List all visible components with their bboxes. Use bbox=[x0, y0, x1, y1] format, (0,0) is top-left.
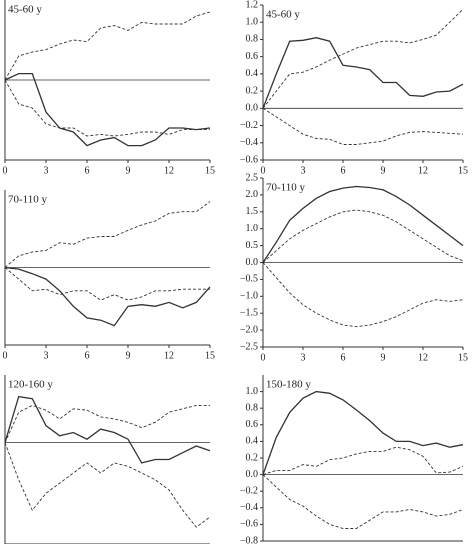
x-tick-label: 6 bbox=[85, 165, 90, 176]
series-line bbox=[262, 107, 464, 145]
x-tick-label: 12 bbox=[418, 165, 428, 176]
x-tick-label: 15 bbox=[458, 165, 468, 176]
series-line bbox=[4, 201, 211, 268]
y-tick-label: −0.2 bbox=[240, 485, 258, 496]
y-tick-label: −0.4 bbox=[240, 137, 258, 148]
y-tick-label: 1.0 bbox=[246, 17, 259, 28]
x-tick-label: 15 bbox=[205, 165, 215, 176]
series-line bbox=[4, 395, 211, 464]
y-tick-label: 0.5 bbox=[246, 240, 259, 251]
y-tick-label: 1.2 bbox=[246, 0, 259, 10]
series-line bbox=[4, 11, 211, 81]
y-tick-label: −0.2 bbox=[240, 120, 258, 131]
x-tick-label: 0 bbox=[261, 165, 266, 176]
x-tick-label: 12 bbox=[164, 350, 174, 361]
y-tick-label: 2.0 bbox=[246, 189, 259, 200]
x-tick-label: 0 bbox=[3, 350, 8, 361]
series-line bbox=[4, 267, 210, 301]
y-tick-label: 0.0 bbox=[246, 469, 259, 480]
y-tick-label: 2.5 bbox=[246, 172, 259, 183]
x-tick-label: 12 bbox=[418, 352, 428, 363]
series-line bbox=[4, 404, 210, 443]
series-line bbox=[262, 446, 464, 476]
y-tick-label: 0.8 bbox=[246, 34, 259, 45]
y-tick-label: −1.0 bbox=[240, 291, 258, 302]
x-tick-label: 9 bbox=[381, 352, 386, 363]
x-tick-label: 0 bbox=[3, 165, 8, 176]
x-tick-label: 3 bbox=[44, 350, 49, 361]
panel-label: 45-60 y bbox=[266, 9, 300, 21]
y-tick-label: 0.2 bbox=[246, 452, 259, 463]
series-line bbox=[4, 266, 211, 327]
x-tick-label: 6 bbox=[341, 352, 346, 363]
x-tick-label: 12 bbox=[164, 165, 174, 176]
x-tick-label: 0 bbox=[261, 352, 266, 363]
series-line bbox=[262, 185, 464, 263]
y-tick-label: 0.0 bbox=[246, 103, 259, 114]
series-line bbox=[4, 442, 211, 528]
panel-label: 45-60 y bbox=[8, 4, 42, 16]
series-line bbox=[262, 390, 464, 475]
panel-label: 150-180 y bbox=[266, 379, 311, 391]
y-tick-label: 1.0 bbox=[246, 223, 259, 234]
y-tick-label: −2.5 bbox=[240, 341, 258, 352]
series-line bbox=[262, 37, 464, 109]
x-tick-label: 15 bbox=[458, 352, 468, 363]
y-tick-label: −1.5 bbox=[240, 307, 258, 318]
x-tick-label: 9 bbox=[381, 165, 386, 176]
y-tick-label: −0.6 bbox=[240, 519, 258, 530]
y-tick-label: −0.5 bbox=[240, 274, 258, 285]
x-tick-label: 9 bbox=[126, 350, 131, 361]
y-tick-label: 1.5 bbox=[246, 206, 259, 217]
y-tick-label: −0.6 bbox=[240, 154, 258, 165]
x-tick-label: 3 bbox=[44, 165, 49, 176]
y-tick-label: −2.0 bbox=[240, 324, 258, 335]
x-tick-label: 15 bbox=[205, 350, 215, 361]
y-tick-label: 0.2 bbox=[246, 85, 259, 96]
series-line bbox=[262, 262, 464, 328]
x-tick-label: 6 bbox=[85, 350, 90, 361]
series-line bbox=[262, 474, 464, 529]
series-line bbox=[262, 8, 464, 109]
y-tick-label: 0.6 bbox=[246, 51, 259, 62]
series-line bbox=[262, 209, 464, 263]
x-tick-label: 9 bbox=[126, 165, 131, 176]
y-tick-label: 0.8 bbox=[246, 402, 259, 413]
panel-label: 70-110 y bbox=[266, 182, 306, 194]
y-tick-label: 0.0 bbox=[246, 257, 259, 268]
y-tick-label: 0.6 bbox=[246, 419, 259, 430]
series-line bbox=[4, 79, 210, 137]
x-tick-label: 3 bbox=[301, 165, 306, 176]
x-tick-label: 6 bbox=[341, 165, 346, 176]
x-tick-label: 3 bbox=[301, 352, 306, 363]
panel-label: 120-160 y bbox=[8, 379, 53, 391]
y-tick-label: −0.4 bbox=[240, 502, 258, 513]
panel-label: 70-110 y bbox=[8, 194, 48, 206]
y-tick-label: −0.8 bbox=[240, 535, 258, 544]
series-line bbox=[4, 72, 211, 147]
y-tick-label: 1.0 bbox=[246, 386, 259, 397]
y-tick-label: 0.4 bbox=[246, 436, 259, 447]
y-tick-label: 0.4 bbox=[246, 68, 259, 79]
